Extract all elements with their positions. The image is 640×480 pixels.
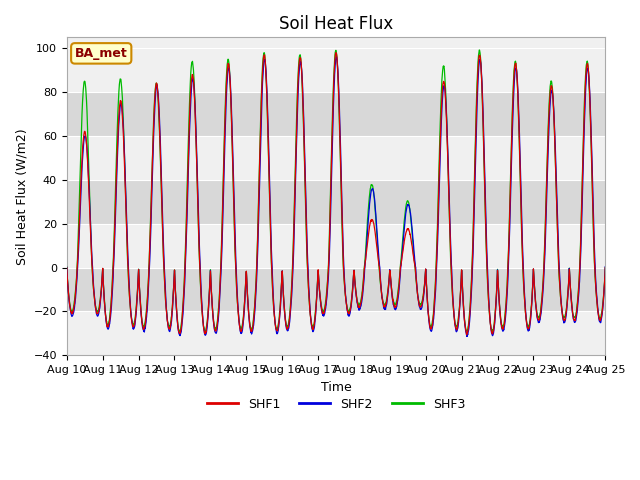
SHF1 (364, 241, 371, 247)
Line: SHF3: SHF3 (67, 50, 605, 332)
SHF3 (202, 329, 209, 335)
SHF1 (332, 50, 340, 56)
Line: SHF1: SHF1 (67, 53, 605, 335)
SHF2 (493, 288, 500, 293)
SHF1 (352, 287, 360, 293)
SHF2 (213, 327, 221, 333)
SHF3 (493, 284, 500, 290)
X-axis label: Time: Time (321, 381, 351, 394)
SHF1 (493, 286, 500, 291)
SHF2 (569, 314, 577, 320)
SHF2 (333, 54, 340, 60)
Line: SHF2: SHF2 (67, 57, 605, 336)
SHF2 (352, 287, 360, 293)
SHF3 (602, 265, 609, 271)
SHF3 (63, 264, 70, 270)
SHF1 (602, 265, 609, 271)
SHF1 (213, 324, 221, 330)
Bar (67, 92, 605, 136)
SHF2 (364, 231, 371, 237)
SHF3 (569, 312, 577, 317)
SHF1 (463, 332, 470, 337)
SHF2 (602, 264, 609, 270)
SHF3 (213, 320, 221, 325)
Bar (67, 48, 605, 92)
SHF3 (352, 286, 360, 291)
SHF2 (63, 264, 70, 270)
SHF1 (554, 245, 562, 251)
Legend: SHF1, SHF2, SHF3: SHF1, SHF2, SHF3 (202, 393, 470, 416)
Y-axis label: Soil Heat Flux (W/m2): Soil Heat Flux (W/m2) (15, 128, 28, 264)
SHF2 (554, 237, 562, 242)
SHF3 (364, 221, 371, 227)
SHF1 (569, 313, 577, 319)
Bar (67, 267, 605, 312)
Bar (67, 224, 605, 267)
Bar (67, 136, 605, 180)
SHF3 (476, 47, 483, 53)
Title: Soil Heat Flux: Soil Heat Flux (279, 15, 393, 33)
SHF3 (554, 251, 562, 256)
Bar (67, 312, 605, 355)
Bar (67, 180, 605, 224)
SHF2 (463, 334, 470, 339)
SHF1 (63, 265, 70, 271)
Text: BA_met: BA_met (75, 47, 127, 60)
